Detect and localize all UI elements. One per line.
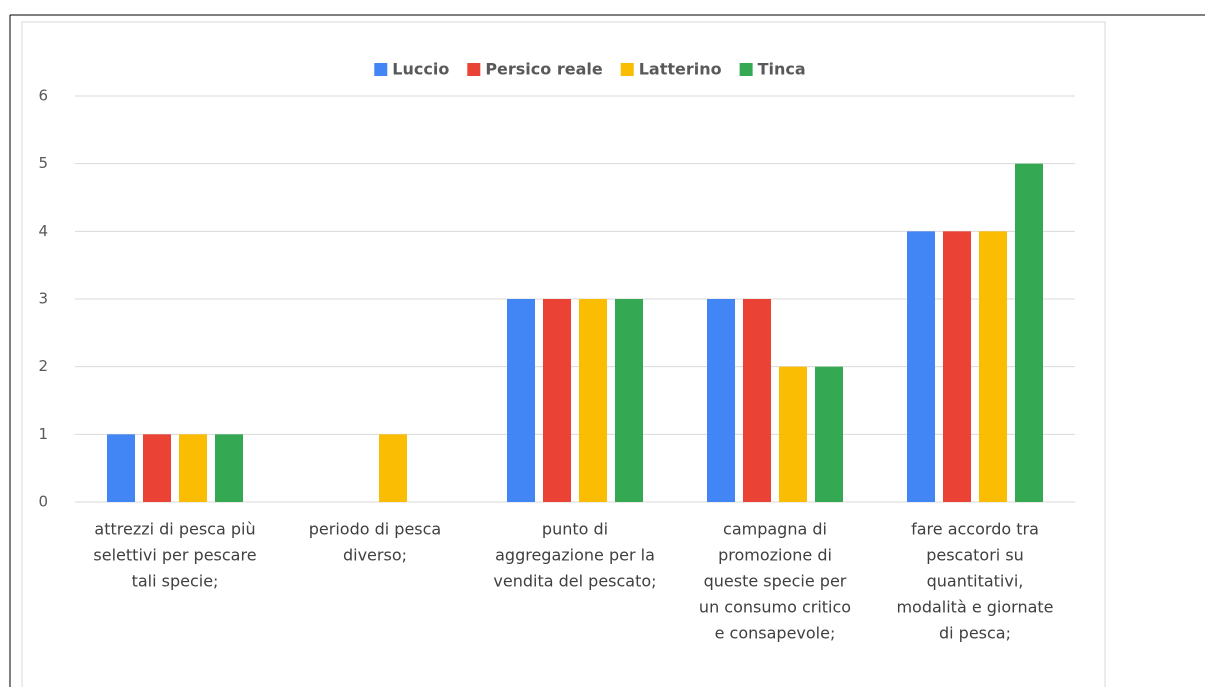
x-tick-label: fare accordo tra bbox=[911, 520, 1039, 539]
bar bbox=[615, 299, 643, 502]
x-tick-label: un consumo critico bbox=[699, 598, 851, 617]
x-tick-label: vendita del pescato; bbox=[493, 572, 656, 591]
bar bbox=[379, 434, 407, 502]
y-tick-label: 0 bbox=[38, 493, 48, 511]
bar bbox=[143, 434, 171, 502]
bar bbox=[579, 299, 607, 502]
bar bbox=[779, 366, 807, 502]
bar bbox=[743, 299, 771, 502]
y-tick-label: 6 bbox=[38, 87, 48, 105]
y-tick-label: 4 bbox=[38, 222, 48, 240]
legend-label: Luccio bbox=[392, 60, 449, 79]
x-tick-label: promozione di bbox=[718, 546, 832, 565]
x-tick-label: periodo di pesca bbox=[309, 520, 441, 539]
bar bbox=[979, 231, 1007, 503]
x-tick-label: queste specie per bbox=[704, 572, 847, 591]
y-tick-label: 1 bbox=[38, 425, 48, 443]
bar bbox=[543, 299, 571, 502]
bar bbox=[179, 434, 207, 502]
x-tick-label: attrezzi di pesca più bbox=[94, 520, 255, 539]
x-tick-label: campagna di bbox=[723, 520, 827, 539]
bar bbox=[707, 299, 735, 502]
legend-swatch bbox=[620, 63, 634, 76]
bar bbox=[215, 434, 243, 502]
x-tick-label: tali specie; bbox=[132, 572, 219, 591]
bar bbox=[815, 366, 843, 502]
x-tick-label: di pesca; bbox=[939, 624, 1011, 643]
x-tick-label: punto di bbox=[542, 520, 608, 539]
legend-label: Tinca bbox=[758, 60, 806, 79]
bar bbox=[107, 434, 135, 502]
y-tick-label: 2 bbox=[38, 357, 48, 375]
bar bbox=[907, 231, 935, 503]
x-tick-label: aggregazione per la bbox=[495, 546, 655, 565]
bar bbox=[507, 299, 535, 502]
x-tick-label: selettivi per pescare bbox=[93, 546, 256, 565]
bar bbox=[1015, 163, 1043, 502]
legend-label: Persico reale bbox=[485, 60, 603, 79]
legend-swatch bbox=[467, 63, 481, 76]
legend-swatch bbox=[374, 63, 388, 76]
x-tick-label: quantitativi, bbox=[927, 572, 1024, 591]
x-tick-label: e consapevole; bbox=[715, 624, 836, 643]
legend-swatch bbox=[739, 63, 753, 76]
legend-label: Latterino bbox=[639, 60, 722, 79]
y-tick-label: 5 bbox=[38, 154, 48, 172]
x-tick-label: pescatori su bbox=[926, 546, 1024, 565]
x-tick-label: diverso; bbox=[343, 546, 407, 565]
bar bbox=[943, 231, 971, 503]
x-tick-label: modalità e giornate bbox=[896, 598, 1053, 617]
y-tick-label: 3 bbox=[38, 290, 48, 308]
